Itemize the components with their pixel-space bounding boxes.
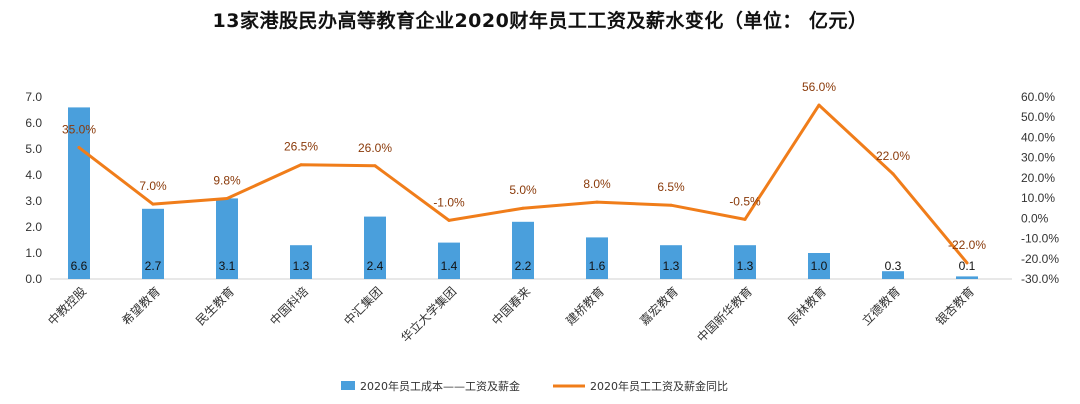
x-category-label: 银杏教育	[933, 284, 978, 329]
x-category-label: 辰林教育	[785, 284, 830, 329]
bar-value-label: 6.6	[71, 259, 88, 273]
line-value-label: -1.0%	[433, 195, 465, 209]
legend-bar-swatch	[341, 381, 355, 390]
bar-value-label: 2.4	[367, 259, 384, 273]
legend-bar-label: 2020年员工成本——工资及薪金	[360, 379, 520, 393]
bar	[734, 245, 756, 279]
line-value-label: 26.5%	[284, 140, 318, 154]
bar-value-label: 1.4	[441, 259, 458, 273]
bar-value-label: 0.3	[885, 259, 902, 273]
line-point	[447, 218, 451, 222]
chart-title: 13家港股民办高等教育企业2020财年员工工资及薪水变化（单位： 亿元）	[212, 10, 868, 32]
y-left-tick-label: 2.0	[25, 220, 42, 234]
y-right-tick-label: 0.0%	[1021, 211, 1049, 225]
line-point	[595, 200, 599, 204]
line-point	[669, 203, 673, 207]
y-left-tick-label: 1.0	[25, 246, 42, 260]
y-right-tick-label: -30.0%	[1021, 272, 1059, 286]
line-value-label: 9.8%	[213, 174, 241, 188]
line-value-label: -22.0%	[948, 238, 986, 252]
bar-value-label: 1.6	[589, 259, 606, 273]
bar	[956, 276, 978, 279]
bar	[364, 216, 386, 279]
bar	[882, 271, 904, 279]
x-category-label: 中国科培	[267, 284, 312, 329]
line-point	[151, 202, 155, 206]
x-category-label: 中国新华教育	[694, 284, 756, 346]
y-left-tick-label: 7.0	[25, 90, 42, 104]
bar	[660, 245, 682, 279]
y-right-tick-label: 20.0%	[1021, 171, 1055, 185]
x-category-label: 华立大学集团	[398, 284, 460, 346]
y-right-tick-label: 60.0%	[1021, 90, 1055, 104]
y-left-tick-label: 6.0	[25, 116, 42, 130]
x-category-label: 中教控股	[45, 284, 90, 329]
x-category-label: 民生教育	[193, 284, 238, 329]
line-value-label: 6.5%	[657, 180, 685, 194]
x-category-label: 中国春来	[489, 284, 534, 329]
line-point	[817, 103, 821, 107]
bar	[438, 242, 460, 279]
line-point	[77, 146, 81, 150]
line-value-label: 7.0%	[139, 179, 167, 193]
legend-line-label: 2020年员工工资及薪金同比	[590, 379, 728, 393]
x-category-label: 嘉宏教育	[637, 284, 682, 329]
line-value-label: 35.0%	[62, 123, 96, 137]
line-point	[373, 164, 377, 168]
line-point	[965, 261, 969, 265]
line-point	[891, 172, 895, 176]
x-category-label: 中汇集团	[341, 284, 386, 329]
y-right-tick-label: -20.0%	[1021, 252, 1059, 266]
bar	[586, 237, 608, 279]
line-point	[521, 206, 525, 210]
bar	[290, 245, 312, 279]
bar-value-label: 1.0	[811, 259, 828, 273]
y-right-tick-label: 10.0%	[1021, 191, 1055, 205]
bar-value-label: 3.1	[219, 259, 236, 273]
line-value-label: 26.0%	[358, 141, 392, 155]
bar-value-label: 2.2	[515, 259, 532, 273]
y-left-tick-label: 3.0	[25, 194, 42, 208]
bar	[808, 253, 830, 279]
line-point	[299, 163, 303, 167]
y-left-tick-label: 5.0	[25, 142, 42, 156]
bar-value-label: 1.3	[293, 259, 310, 273]
x-category-label: 建桥教育	[563, 284, 608, 329]
y-right-tick-label: 30.0%	[1021, 151, 1055, 165]
y-right-tick-label: 40.0%	[1021, 130, 1055, 144]
bar-value-label: 1.3	[737, 259, 754, 273]
y-right-tick-label: 50.0%	[1021, 110, 1055, 124]
bar-value-label: 0.1	[959, 259, 976, 273]
bar	[512, 221, 534, 279]
y-left-tick-label: 0.0	[25, 272, 42, 286]
bar	[142, 208, 164, 279]
y-left-tick-label: 4.0	[25, 168, 42, 182]
bar-value-label: 2.7	[145, 259, 162, 273]
bar	[216, 198, 238, 279]
line-value-label: 5.0%	[509, 183, 537, 197]
line-value-label: -0.5%	[729, 194, 761, 208]
line-value-label: 56.0%	[802, 80, 836, 94]
line-point	[743, 217, 747, 221]
x-category-label: 立德教育	[859, 284, 904, 329]
line-point	[225, 197, 229, 201]
line-value-label: 8.0%	[583, 177, 611, 191]
line-value-label: 22.0%	[876, 149, 910, 163]
bar-value-label: 1.3	[663, 259, 680, 273]
y-right-tick-label: -10.0%	[1021, 232, 1059, 246]
x-category-label: 希望教育	[119, 284, 164, 329]
